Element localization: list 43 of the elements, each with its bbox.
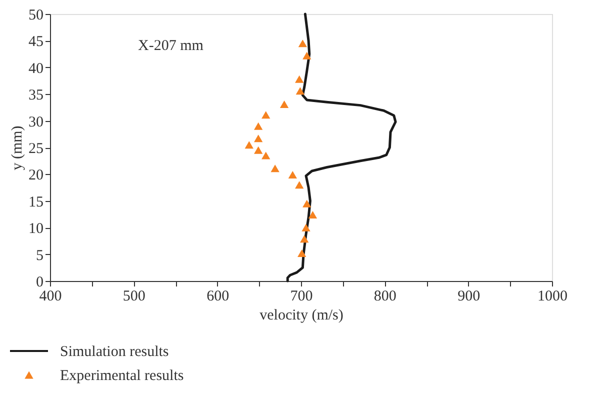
point: [298, 40, 308, 48]
x-tick-label: 800: [374, 288, 396, 304]
point: [262, 111, 270, 119]
y-tick-label: 40: [28, 60, 44, 77]
point: [302, 200, 312, 208]
point: [294, 181, 304, 189]
y-tick-label: 5: [36, 248, 44, 264]
point: [308, 211, 318, 219]
x-tick-label: 700: [290, 288, 313, 304]
annotation: X-207 mm: [138, 38, 204, 54]
point: [296, 87, 304, 95]
point: [302, 224, 310, 232]
y-tick-label: 15: [28, 194, 44, 210]
point: [302, 52, 312, 60]
legend-label: Experimental results: [60, 368, 184, 384]
y-tick-label: 45: [28, 34, 44, 50]
point: [254, 134, 263, 142]
point: [270, 164, 280, 172]
y-tick-label: 35: [28, 88, 44, 104]
x-tick-label: 600: [206, 288, 230, 304]
legend-label: Simulation results: [60, 344, 169, 360]
y-tick-label: 25: [28, 141, 44, 157]
x-axis-title: velocity (m/s): [260, 308, 344, 324]
x-tick-label: 400: [39, 288, 62, 304]
line-series: [286, 12, 397, 282]
y-tick-label: 50: [28, 8, 44, 24]
point: [298, 249, 306, 257]
point: [254, 122, 263, 130]
point: [244, 141, 254, 149]
y-tick-label: 0: [36, 274, 44, 290]
point: [254, 146, 263, 154]
y-tick-label: 10: [28, 221, 44, 238]
point: [294, 75, 304, 83]
point: [280, 100, 289, 108]
y-tick-label: 20: [28, 168, 44, 184]
y-axis-title: y (mm): [10, 126, 26, 170]
x-tick-label: 900: [458, 288, 480, 304]
point: [300, 235, 309, 243]
y-tick-label: 30: [28, 114, 44, 130]
point: [262, 152, 270, 160]
x-tick-label: 1000: [538, 288, 568, 304]
point: [288, 170, 297, 178]
x-tick-label: 500: [122, 288, 146, 304]
